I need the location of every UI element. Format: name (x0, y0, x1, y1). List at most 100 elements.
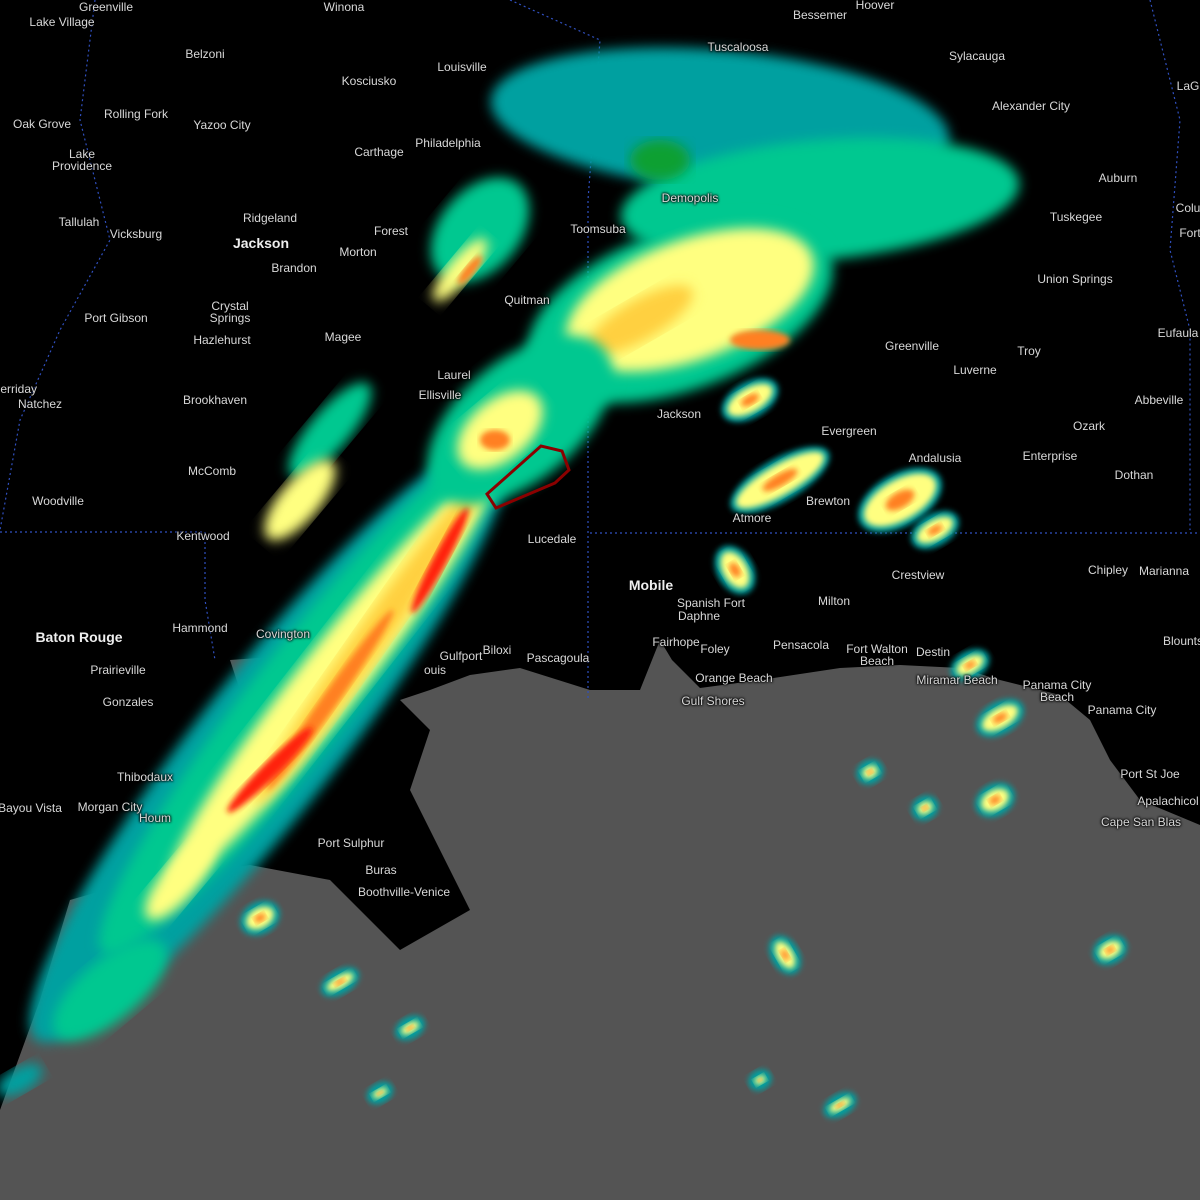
state-borders (0, 0, 1200, 700)
city-label: Jackson (232, 235, 290, 251)
city-label: Auburn (1098, 171, 1138, 185)
city-label: Chipley (1087, 563, 1129, 577)
city-label: Kentwood (176, 529, 230, 543)
city-label: Fort (1179, 226, 1200, 240)
city-label: Ridgeland (242, 211, 298, 225)
city-label: Spanish Fort (676, 596, 746, 610)
city-label: Forest (373, 224, 409, 238)
city-label: Gonzales (102, 695, 154, 709)
city-label: Boothville-Venice (357, 885, 451, 899)
city-label: Ozark (1072, 419, 1106, 433)
city-label: Panama City (1087, 703, 1157, 717)
city-label: Tallulah (58, 215, 100, 229)
city-label: Andalusia (908, 451, 962, 465)
city-label: Abbeville (1134, 393, 1184, 407)
city-label: Ellisville (418, 388, 462, 402)
city-label: Milton (817, 594, 851, 608)
city-label: Evergreen (821, 424, 877, 438)
radar-echo (757, 1078, 763, 1082)
city-label: Brookhaven (182, 393, 248, 407)
radar-echo (741, 393, 759, 407)
radar-echo (885, 489, 915, 511)
city-label: Woodville (32, 494, 84, 508)
city-label: Atmore (732, 511, 772, 525)
city-label: Kosciusko (341, 74, 397, 88)
radar-echo (989, 795, 1001, 805)
radar-echo (411, 506, 469, 614)
city-label: Vicksburg (109, 227, 163, 241)
city-label: Fairhope (652, 635, 700, 649)
city-label: Mobile (628, 577, 674, 593)
city-label: Enterprise (1022, 449, 1078, 463)
city-label: Biloxi (482, 643, 512, 657)
city-label: Houm (138, 811, 172, 825)
city-label: Crystal Springs (209, 299, 251, 325)
city-label: Demopolis (661, 191, 719, 205)
city-label: Thibodaux (116, 770, 174, 784)
city-label: Yazoo City (193, 118, 251, 132)
city-label: Cape San Blas (1100, 815, 1182, 829)
city-label: Hoover (855, 0, 895, 12)
city-label: Gulfport (439, 649, 483, 663)
radar-echo (0, 1063, 43, 1097)
radar-echo (964, 660, 976, 670)
city-label: ouis (423, 663, 447, 677)
city-label: Morton (339, 245, 377, 259)
city-label: Colu (1175, 201, 1200, 215)
city-label: Pascagoula (526, 651, 590, 665)
city-label: Greenville (78, 0, 134, 14)
city-label: Winona (323, 0, 365, 14)
radar-echo (587, 285, 693, 355)
city-label: Pensacola (772, 638, 830, 652)
city-label: Oak Grove (12, 117, 72, 131)
city-label: Lucedale (527, 532, 577, 546)
radar-echo (457, 390, 543, 470)
city-label: Jackson (656, 407, 702, 421)
city-label: Dothan (1114, 468, 1154, 482)
city-label: Philadelphia (415, 136, 481, 150)
city-label: Sylacauga (948, 49, 1006, 63)
city-label: Covington (255, 627, 311, 641)
city-label: Bayou Vista (0, 801, 62, 815)
city-label: Miramar Beach (916, 673, 998, 687)
city-label: Apalachicol (1137, 794, 1199, 808)
city-label: Troy (1017, 344, 1041, 358)
city-label: Natchez (17, 397, 63, 411)
radar-echo (145, 839, 215, 921)
radar-echo (334, 978, 346, 986)
city-label: Carthage (354, 145, 404, 159)
city-label: Destin (915, 645, 951, 659)
city-label: Rolling Fork (103, 107, 169, 121)
city-label: Luverne (953, 363, 997, 377)
warning-polygon[interactable] (485, 444, 571, 510)
city-label: Ferriday (0, 382, 38, 396)
radar-echo (835, 1102, 845, 1108)
radar-echo (927, 524, 943, 536)
city-label: Greenville (884, 339, 940, 353)
city-label: Prairieville (90, 663, 146, 677)
city-label: Port Gibson (84, 311, 148, 325)
radar-echo (432, 238, 488, 302)
radar-echo (457, 255, 483, 285)
city-label: Baton Rouge (35, 629, 123, 645)
city-label: Toomsuba (570, 222, 626, 236)
city-label: Hazlehurst (193, 333, 251, 347)
city-label: Eufaula (1157, 326, 1199, 340)
city-label: Foley (700, 642, 730, 656)
city-label: Tuscaloosa (707, 40, 769, 54)
city-label: Buras (365, 863, 397, 877)
city-label: Port St Joe (1120, 767, 1180, 781)
city-label: LaG (1176, 79, 1200, 93)
radar-echo (227, 727, 313, 813)
radar-echo (53, 939, 167, 1041)
city-label: Lake Providence (51, 147, 113, 173)
city-label: Fort Walton Beach (846, 642, 908, 668)
city-label: Hammond (172, 621, 228, 635)
city-label: Marianna (1138, 564, 1190, 578)
radar-echo (480, 430, 510, 450)
city-label: Orange Beach (695, 671, 773, 685)
city-label: Crestview (891, 568, 945, 582)
city-label: Belzoni (185, 47, 225, 61)
